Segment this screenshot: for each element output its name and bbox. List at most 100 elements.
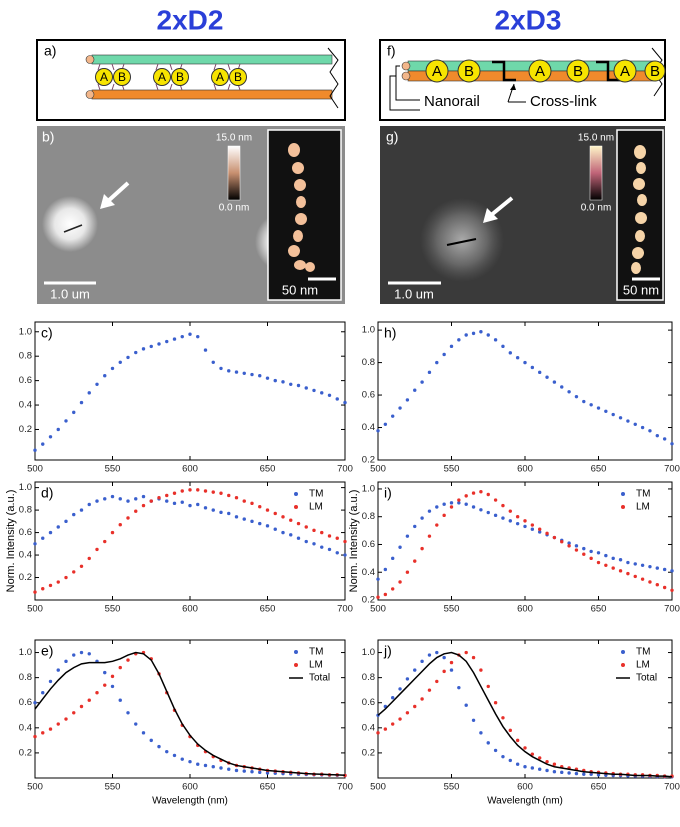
x-tick-label: 500 [370,464,386,475]
point [560,539,564,544]
point [582,772,586,776]
rail-end [401,71,411,81]
point [442,502,446,506]
point [655,583,659,587]
point [560,770,564,775]
point [545,759,549,764]
annotation: Nanorail [424,93,480,110]
point [320,530,324,535]
plot-frame [34,481,346,601]
point [72,512,76,517]
legend-label: Total [636,673,657,684]
point [64,659,68,664]
point [64,717,68,721]
point [413,388,417,392]
point [304,525,308,529]
point [95,499,99,503]
point [141,731,146,735]
point [552,380,557,384]
y-tick-label: 1.0 [362,325,375,336]
beads: A B A B A B [425,59,666,83]
point [376,577,380,581]
point [219,366,223,371]
point [188,488,192,492]
inset-scale-label: 50 nm [623,282,659,297]
point [501,344,505,349]
bead [211,68,229,86]
point [265,524,270,528]
point [383,567,388,572]
bead-label: A [100,70,108,84]
point [281,530,285,535]
point [219,766,223,770]
point [442,655,446,660]
point [405,534,410,538]
point [501,754,505,759]
bead [644,60,666,82]
point [312,388,316,393]
point [33,542,37,546]
point [515,356,520,360]
y-tick-label: 1.0 [19,326,32,337]
point [118,360,122,365]
point [464,494,468,498]
point [596,406,601,410]
point [134,350,138,355]
point [515,738,520,743]
nanorail [63,224,83,233]
bead-label: A [432,63,442,80]
point [48,530,53,535]
point [33,590,37,594]
point [87,652,91,656]
point [165,749,169,754]
point [420,380,424,384]
point [211,490,215,494]
point [242,371,246,375]
inset-chain [631,145,647,274]
point [633,562,637,566]
point [64,519,68,524]
point [149,344,153,349]
point [304,386,308,390]
bead-label: B [234,70,242,84]
beads: A B A B A B [95,68,247,86]
point [471,655,476,660]
point [87,698,91,702]
y-tick-label: 0.2 [362,455,375,466]
point [662,567,667,572]
x-tick-label: 650 [591,782,607,793]
point [435,360,439,365]
point [589,556,593,561]
point [486,684,490,689]
point [126,516,130,520]
point [118,698,122,702]
point [72,570,76,574]
point [464,502,468,506]
point [486,492,490,497]
point [662,585,667,590]
point [56,722,60,726]
legend-label: TM [309,647,323,658]
point [327,534,332,538]
point [582,552,586,556]
point [335,397,339,401]
point [567,544,571,548]
point [501,516,505,520]
point [296,383,301,388]
point [103,374,107,378]
point [320,545,324,549]
rail-end [401,61,411,71]
x-tick-label: 500 [370,782,386,793]
point [589,549,593,554]
rail [91,54,333,65]
point [103,539,107,544]
point [464,703,468,707]
point [515,515,520,519]
point [172,753,177,758]
point [376,429,380,433]
bead [229,68,247,86]
point [41,536,45,540]
point [33,734,37,739]
x-tick-label: 700 [337,464,353,475]
